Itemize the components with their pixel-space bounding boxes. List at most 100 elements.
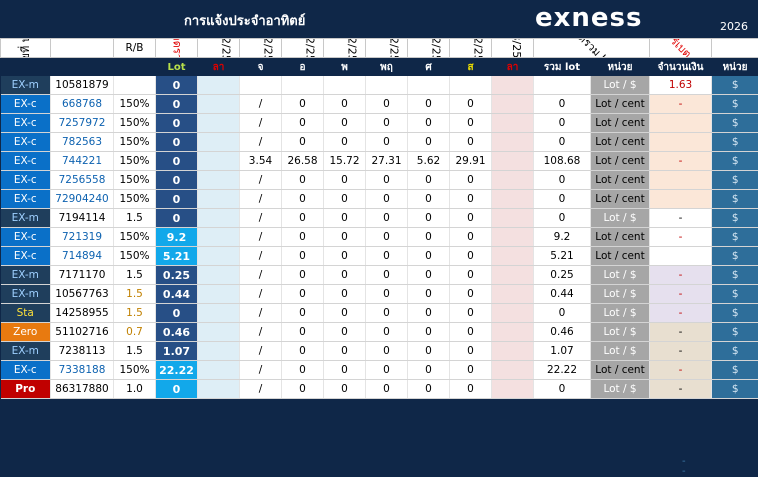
account-type-badge: EX-c bbox=[1, 95, 51, 114]
leave-day-cell bbox=[198, 304, 240, 323]
lot-value: 9.2 bbox=[156, 228, 198, 247]
leave-day-cell bbox=[198, 95, 240, 114]
total-lot-value: 0.25 bbox=[534, 266, 591, 285]
account-number: 7171170 bbox=[51, 266, 114, 285]
day-value-3: 27.31 bbox=[366, 152, 408, 171]
account-type-badge: EX-c bbox=[1, 171, 51, 190]
leave-day-cell-2 bbox=[492, 266, 534, 285]
total-lot-value: 108.68 bbox=[534, 152, 591, 171]
unit-value: Lot / $ bbox=[591, 342, 650, 361]
total-lot-value: 0 bbox=[534, 304, 591, 323]
account-number: 7256558 bbox=[51, 171, 114, 190]
leave-day-cell-2 bbox=[492, 76, 534, 95]
day-value-2: 0 bbox=[324, 247, 366, 266]
amount-text: - bbox=[679, 345, 683, 357]
day-value-0: / bbox=[240, 285, 282, 304]
lot-value: 0 bbox=[156, 76, 198, 95]
day-value-1: 0 bbox=[282, 285, 324, 304]
account-type-badge: EX-c bbox=[1, 228, 51, 247]
day-value-1: 0 bbox=[282, 266, 324, 285]
day-value-2: 0 bbox=[324, 323, 366, 342]
unit-label-2: หน่วย bbox=[712, 58, 758, 77]
day-value-5: 0 bbox=[450, 323, 492, 342]
account-type-badge: EX-c bbox=[1, 114, 51, 133]
dollar-unit: $ bbox=[712, 228, 758, 247]
day-value-4: 0 bbox=[408, 171, 450, 190]
dollar-unit: $ bbox=[712, 342, 758, 361]
total-lot-value: 0 bbox=[534, 133, 591, 152]
header-row: เลขที่ บ/ช R/B ยอดรวม 22/2/2569 23/2/256… bbox=[1, 39, 758, 58]
day-value-3: 0 bbox=[366, 209, 408, 228]
amount-value: - bbox=[650, 342, 712, 361]
day-value-4: 0 bbox=[408, 228, 450, 247]
total-lot-value: 0 bbox=[534, 114, 591, 133]
rebate-rate: 1.5 bbox=[114, 266, 156, 285]
unit-value: Lot / $ bbox=[591, 266, 650, 285]
dollar-unit: $ bbox=[712, 95, 758, 114]
amount-value: - bbox=[650, 266, 712, 285]
amount-value: - bbox=[650, 228, 712, 247]
date-header-3: 25/2/2569 bbox=[324, 39, 366, 58]
sum-lot-label: รวม lot bbox=[534, 58, 591, 77]
account-number: 51102716 bbox=[51, 323, 114, 342]
day-value-5: 0 bbox=[450, 380, 492, 399]
rebate-rate: 150% bbox=[114, 133, 156, 152]
day-value-4: 0 bbox=[408, 361, 450, 380]
unit-label: หน่วย bbox=[591, 58, 650, 77]
day-value-0: / bbox=[240, 323, 282, 342]
day-value-4: 0 bbox=[408, 323, 450, 342]
leave-day-cell bbox=[198, 114, 240, 133]
rebate-rate: 150% bbox=[114, 95, 156, 114]
day-value-3: 0 bbox=[366, 190, 408, 209]
blank-header bbox=[51, 39, 114, 58]
day-value-2 bbox=[324, 76, 366, 95]
day-value-3: 0 bbox=[366, 342, 408, 361]
unit-value: Lot / $ bbox=[591, 323, 650, 342]
day-value-0: / bbox=[240, 95, 282, 114]
day-value-1: 0 bbox=[282, 190, 324, 209]
day-value-4: 5.62 bbox=[408, 152, 450, 171]
account-number: 10567763 bbox=[51, 285, 114, 304]
leave-day-cell-2 bbox=[492, 95, 534, 114]
day-value-4: 0 bbox=[408, 342, 450, 361]
rebate-rate: 150% bbox=[114, 361, 156, 380]
total-lot-value: 0 bbox=[534, 95, 591, 114]
leave-day-cell bbox=[198, 266, 240, 285]
account-number: 782563 bbox=[51, 133, 114, 152]
day-value-3: 0 bbox=[366, 95, 408, 114]
day-value-1: 0 bbox=[282, 380, 324, 399]
day-value-0: / bbox=[240, 247, 282, 266]
amount-text: - bbox=[679, 383, 683, 395]
top-banner: การแจ้งประจำอาทิตย์ exness 2026 bbox=[0, 0, 758, 38]
date-header-6: 28/2/2569 bbox=[450, 39, 492, 58]
unit-value: Lot / cent bbox=[591, 114, 650, 133]
day-value-1: 26.58 bbox=[282, 152, 324, 171]
exness-logo: exness bbox=[535, 3, 643, 33]
day-value-1 bbox=[282, 76, 324, 95]
total-lot-value: 5.21 bbox=[534, 247, 591, 266]
amount-value bbox=[650, 133, 712, 152]
total-lot-value bbox=[534, 76, 591, 95]
year-label: 2026 bbox=[720, 20, 748, 33]
day-label-2: พ bbox=[324, 58, 366, 77]
account-no-header: เลขที่ บ/ช bbox=[1, 39, 51, 58]
amount-value bbox=[650, 247, 712, 266]
leave-day-cell-2 bbox=[492, 342, 534, 361]
day-value-5: 0 bbox=[450, 342, 492, 361]
day-value-2: 15.72 bbox=[324, 152, 366, 171]
account-number: 744221 bbox=[51, 152, 114, 171]
unit-value: Lot / cent bbox=[591, 171, 650, 190]
blank-header-2 bbox=[712, 39, 758, 58]
unit-value: Lot / cent bbox=[591, 247, 650, 266]
amount-value: - bbox=[650, 95, 712, 114]
date-header-7: 1/3/2569 bbox=[492, 39, 534, 58]
amount-value: - bbox=[650, 380, 712, 399]
day-value-5: 0 bbox=[450, 285, 492, 304]
dollar-unit: $ bbox=[712, 114, 758, 133]
total-lot-value: 0 bbox=[534, 209, 591, 228]
leave-day-cell-2 bbox=[492, 247, 534, 266]
leave-day-cell-2 bbox=[492, 304, 534, 323]
day-value-1: 0 bbox=[282, 95, 324, 114]
amount-value: - bbox=[650, 304, 712, 323]
